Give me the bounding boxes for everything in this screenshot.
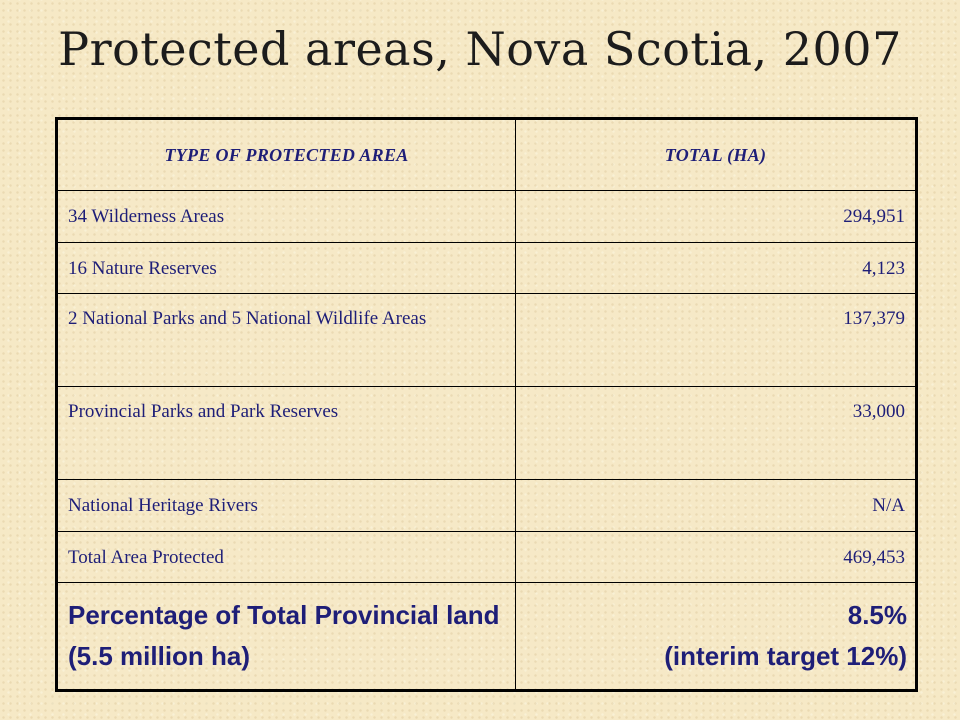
- summary-value: 8.5%: [847, 600, 907, 630]
- table-row: 2 National Parks and 5 National Wildlife…: [55, 293, 917, 387]
- cell-type: 34 Wilderness Areas: [55, 190, 517, 243]
- table-row: 34 Wilderness Areas 294,951: [55, 190, 917, 243]
- cell-total: 469,453: [515, 531, 917, 583]
- summary-value-cell: 8.5% (interim target 12%): [515, 582, 917, 691]
- table-row: Total Area Protected 469,453: [55, 531, 917, 583]
- cell-type: Total Area Protected: [55, 531, 517, 583]
- summary-row: Percentage of Total Provincial land (5.5…: [55, 582, 917, 691]
- table-row: 16 Nature Reserves 4,123: [55, 242, 917, 294]
- table-header-row: TYPE OF PROTECTED AREA TOTAL (HA): [55, 118, 917, 191]
- cell-total: 137,379: [515, 293, 917, 387]
- summary-note: (interim target 12%): [664, 641, 907, 671]
- table-row: Provincial Parks and Park Reserves 33,00…: [55, 386, 917, 480]
- header-type: TYPE OF PROTECTED AREA: [55, 118, 517, 191]
- header-total: TOTAL (HA): [515, 118, 917, 191]
- cell-total: N/A: [515, 479, 917, 532]
- table-row: National Heritage Rivers N/A: [55, 479, 917, 532]
- cell-total: 294,951: [515, 190, 917, 243]
- slide-title: Protected areas, Nova Scotia, 2007: [58, 22, 902, 76]
- cell-total: 33,000: [515, 386, 917, 480]
- cell-total: 4,123: [515, 242, 917, 294]
- cell-type: 2 National Parks and 5 National Wildlife…: [55, 293, 517, 387]
- cell-type: National Heritage Rivers: [55, 479, 517, 532]
- cell-type: Provincial Parks and Park Reserves: [55, 386, 517, 480]
- protected-areas-table: TYPE OF PROTECTED AREA TOTAL (HA) 34 Wil…: [55, 117, 918, 692]
- cell-type: 16 Nature Reserves: [55, 242, 517, 294]
- summary-label: Percentage of Total Provincial land (5.5…: [55, 582, 517, 691]
